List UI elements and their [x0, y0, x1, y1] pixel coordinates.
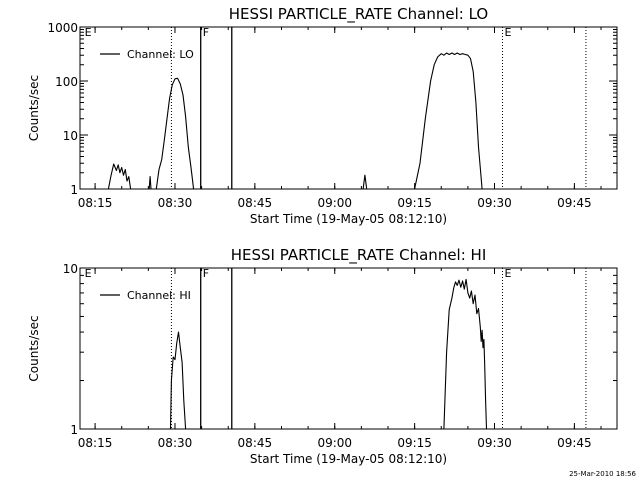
- chart2-x-tick-label: 08:15: [78, 436, 113, 450]
- chart1-plot-frame: [79, 26, 618, 190]
- chart2-x-tick-label: 09:45: [557, 436, 592, 450]
- chart1-x-tick-label: 09:00: [317, 196, 352, 210]
- chart1-marker-label: E: [85, 26, 92, 39]
- chart1-x-tick-label: 09:30: [477, 196, 512, 210]
- chart1-y-tick-label: 1: [70, 183, 78, 197]
- chart2-y-tick-label: 1: [70, 423, 78, 437]
- chart1-series-line: [148, 176, 152, 190]
- footer-timestamp: 25-Mar-2010 18:56: [569, 470, 636, 478]
- chart2-marker-label: E: [85, 267, 92, 280]
- chart2-x-tick-label: 09:15: [397, 436, 432, 450]
- chart1-x-axis-label: Start Time (19-May-05 08:12:10): [250, 212, 447, 226]
- chart2-series-line: [169, 331, 187, 430]
- chart2-marker-label: F: [203, 267, 209, 280]
- chart1-y-axis-label: Counts/sec: [27, 75, 41, 141]
- chart1-marker-label: F: [203, 26, 209, 39]
- chart1-x-tick-label: 08:45: [238, 196, 273, 210]
- chart2-plot-frame: [79, 267, 618, 430]
- chart2-x-axis-label: Start Time (19-May-05 08:12:10): [250, 452, 447, 466]
- chart2-legend-label: Channel: HI: [127, 289, 191, 302]
- chart1-y-tick-label: 10: [63, 129, 78, 143]
- chart2-y-tick-label: 10: [63, 262, 78, 276]
- chart2-x-tick-label: 09:00: [317, 436, 352, 450]
- chart1-series-line: [414, 52, 483, 190]
- chart2-series-line: [443, 278, 488, 430]
- chart1-marker-label: E: [504, 26, 511, 39]
- chart1-legend-label: Channel: LO: [127, 48, 194, 61]
- chart2-marker-label: E: [504, 267, 511, 280]
- chart1-x-tick-label: 08:30: [158, 196, 193, 210]
- chart1-x-tick-label: 08:15: [78, 196, 113, 210]
- chart1-x-tick-label: 09:15: [397, 196, 432, 210]
- chart1-x-tick-label: 09:45: [557, 196, 592, 210]
- chart1-y-tick-label: 1000: [47, 21, 78, 35]
- chart2-x-tick-label: 09:30: [477, 436, 512, 450]
- chart1-series-line: [155, 77, 195, 190]
- chart2-y-axis-label: Counts/sec: [27, 315, 41, 381]
- chart2-x-tick-label: 08:45: [238, 436, 273, 450]
- chart1-series-line: [362, 174, 368, 190]
- chart2-title: HESSI PARTICLE_RATE Channel: HI: [231, 246, 487, 265]
- chart2-x-tick-label: 08:30: [158, 436, 193, 450]
- chart1-series-line: [107, 163, 132, 190]
- chart1-title: HESSI PARTICLE_RATE Channel: LO: [229, 5, 488, 24]
- chart1-y-tick-label: 100: [55, 75, 78, 89]
